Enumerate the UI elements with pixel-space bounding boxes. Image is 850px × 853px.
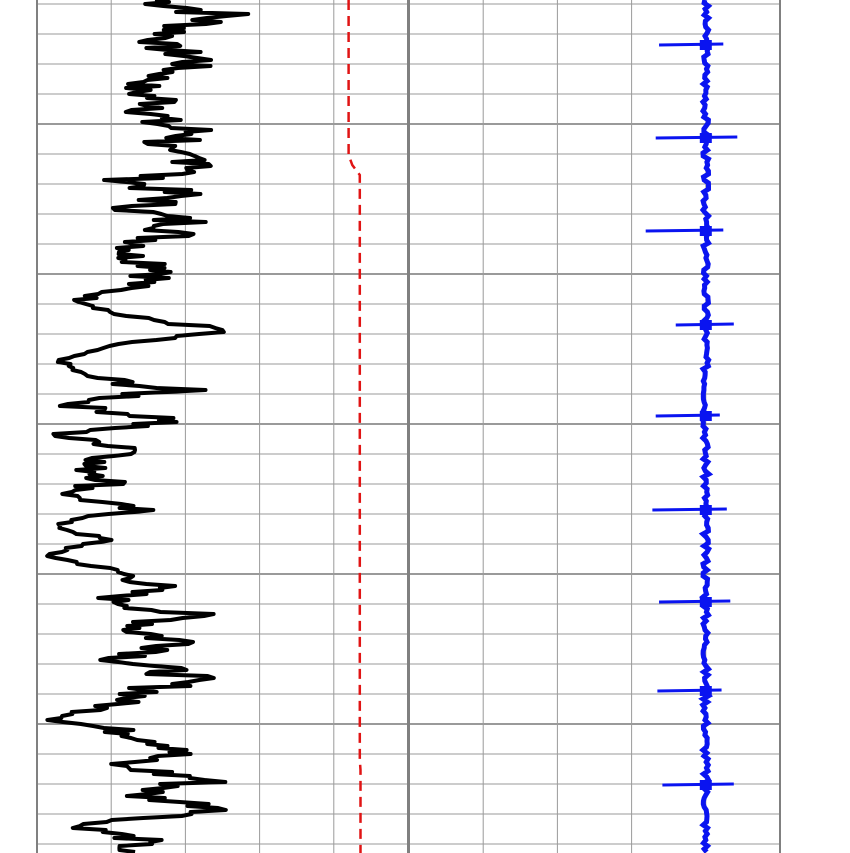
track-borders (36, 0, 781, 853)
grid (37, 0, 780, 853)
spike-knot (699, 320, 712, 330)
spike-mark (657, 688, 722, 693)
gamma-curve (45, 0, 251, 853)
spike-knot (699, 780, 712, 790)
dashed-curve (347, 0, 362, 853)
spike-mark (659, 42, 724, 47)
spike-mark (652, 507, 727, 512)
spike-knot (699, 226, 712, 236)
spike-knot (699, 40, 712, 50)
spike-mark (655, 135, 738, 140)
spike-mark (659, 599, 731, 604)
spike-knot (699, 597, 712, 607)
spike-knot (699, 411, 712, 421)
spike-mark (662, 782, 734, 787)
spike-knot (699, 505, 712, 515)
series-layer (45, 0, 738, 853)
spike-knot (699, 133, 712, 143)
spike-knot (699, 686, 712, 696)
